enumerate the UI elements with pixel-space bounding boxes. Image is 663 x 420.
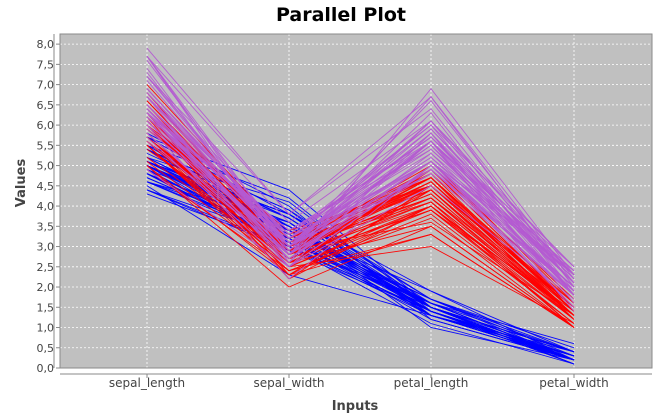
data-line	[146, 108, 575, 280]
y-tick-label: 2,5	[37, 261, 55, 274]
plot-border	[59, 33, 653, 369]
y-axis-label: Values	[14, 159, 29, 208]
data-line	[146, 169, 575, 300]
data-line	[146, 165, 575, 328]
y-tick-label: 4,5	[37, 180, 55, 193]
data-line	[146, 132, 575, 292]
data-line	[146, 161, 575, 324]
y-tick-label: 2,0	[37, 281, 55, 294]
x-tick-label: sepal_length	[109, 376, 185, 390]
data-line	[146, 76, 575, 268]
data-line	[146, 144, 575, 316]
y-tick-label: 3,5	[37, 220, 55, 233]
data-lines	[146, 47, 575, 365]
data-line	[146, 96, 575, 268]
data-line	[146, 128, 575, 296]
y-tick-label: 6,0	[37, 119, 55, 132]
y-tick-label: 0,5	[37, 342, 55, 355]
data-line	[146, 144, 575, 328]
x-tick-label: petal_width	[539, 376, 608, 390]
axes: 0,0 0,5 1,0 1,5 2,0 2,5 3,0 3,5 4,0 4,5 5,0 5,5 6,0 6…	[37, 33, 653, 390]
y-tick-label: 8,0	[37, 38, 55, 51]
data-line	[146, 55, 575, 280]
y-tick-label: 3,0	[37, 241, 55, 254]
data-line	[146, 124, 575, 308]
x-axis-label: Inputs	[332, 399, 379, 414]
y-tick-label: 7,0	[37, 79, 55, 92]
x-tick-label: sepal_width	[253, 376, 324, 390]
chart-title: Parallel Plot	[276, 4, 406, 26]
data-line	[146, 56, 575, 288]
y-tick-label: 1,5	[37, 301, 55, 314]
y-tick-label: 1,0	[37, 322, 55, 335]
y-tick-label: 4,0	[37, 200, 55, 213]
data-line	[146, 104, 575, 288]
y-tick-label: 5,5	[37, 139, 55, 152]
x-tick-label: petal_length	[394, 376, 469, 390]
y-tick-label: 5,0	[37, 160, 55, 173]
data-line	[146, 116, 575, 276]
y-tick-label: 7,5	[37, 58, 55, 71]
y-tick-label: 6,5	[37, 99, 55, 112]
y-tick-label: 0,0	[37, 362, 55, 375]
data-line	[146, 96, 575, 272]
